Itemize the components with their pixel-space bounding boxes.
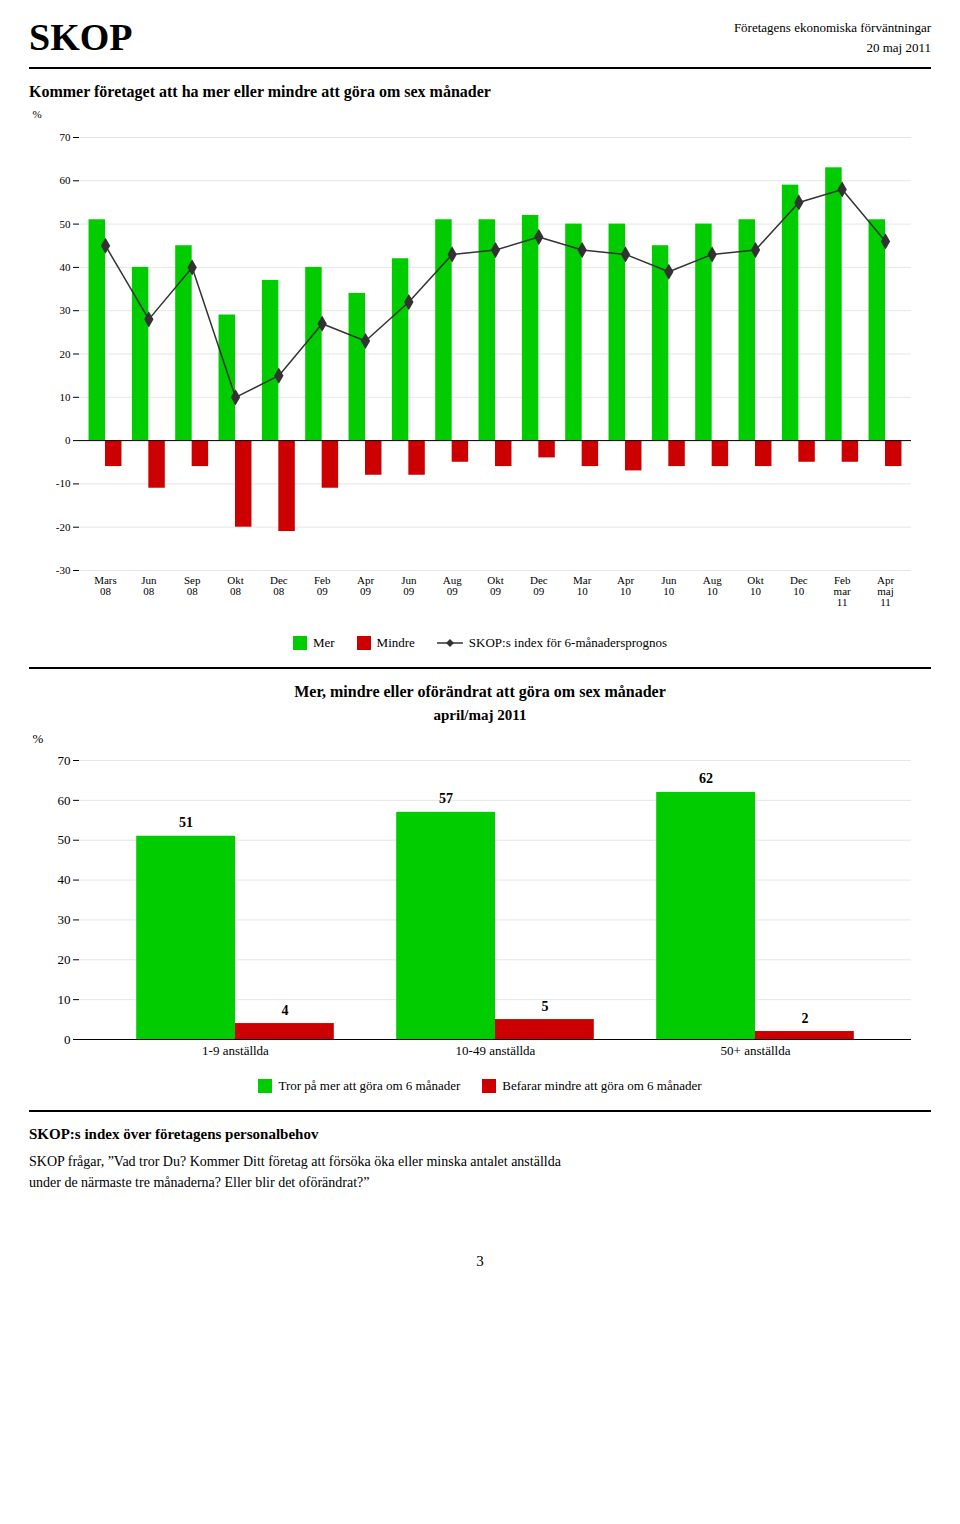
svg-text:70: 70 [58,753,71,768]
svg-text:70: 70 [60,131,72,143]
html-text:Kommer företaget att ha mer el: Kommer företaget att ha mer eller mindre… [29,83,491,100]
svg-text:20: 20 [60,348,72,360]
svg-text:10: 10 [58,992,71,1007]
html-text:SKOP: SKOP [29,16,133,58]
svg-text:-10: -10 [56,477,71,489]
svg-text:50: 50 [58,832,71,847]
svg-text:Okt09: Okt09 [487,574,504,597]
svg-text:50: 50 [60,218,72,230]
svg-text:30: 30 [60,304,72,316]
svg-text:2: 2 [801,1011,808,1026]
svg-text:Jun09: Jun09 [401,574,417,597]
html-text:Mindre: Mindre [376,635,415,650]
svg-text:1-9 anställda: 1-9 anställda [202,1043,269,1058]
svg-text:40: 40 [58,872,71,887]
svg-text:60: 60 [60,174,72,186]
html-text:SKOP frågar, ”Vad tror Du? Kom: SKOP frågar, ”Vad tror Du? Kommer Ditt f… [29,1154,561,1169]
html-text:under de närmaste tre månadern: under de närmaste tre månaderna? Eller b… [29,1175,370,1190]
svg-text:%: % [33,731,44,746]
html-text:Företagens ekonomiska förväntn: Företagens ekonomiska förväntningar [733,20,931,35]
svg-text:Dec10: Dec10 [790,574,808,597]
svg-text:-30: -30 [56,564,71,576]
html-text:SKOP:s index över företagens p: SKOP:s index över företagens personalbeh… [29,1126,319,1142]
svg-text:Okt10: Okt10 [747,574,764,597]
html-text:Befarar mindre att göra om 6 m: Befarar mindre att göra om 6 månader [502,1078,702,1093]
svg-text:Apr10: Apr10 [617,574,634,597]
svg-text:10: 10 [60,391,72,403]
svg-text:62: 62 [699,771,713,786]
svg-text:10-49 anställda: 10-49 anställda [456,1043,536,1058]
svg-text:0: 0 [64,1032,71,1047]
svg-text:Aprmaj11: Aprmaj11 [877,574,894,608]
svg-text:Dec09: Dec09 [530,574,548,597]
html-text:Mer, mindre eller oförändrat a: Mer, mindre eller oförändrat att göra om… [294,683,666,700]
svg-text:30: 30 [58,912,71,927]
svg-text:Jun10: Jun10 [661,574,677,597]
svg-text:4: 4 [281,1003,288,1018]
html-text:Tror på mer att göra om 6 måna: Tror på mer att göra om 6 månader [278,1078,461,1093]
svg-text:50+ anställda: 50+ anställda [721,1043,791,1058]
svg-text:Dec08: Dec08 [270,574,288,597]
svg-text:5: 5 [541,999,548,1014]
svg-text:Mars08: Mars08 [94,574,117,597]
svg-text:Mar10: Mar10 [573,574,592,597]
svg-text:20: 20 [58,952,71,967]
svg-text:Jun08: Jun08 [141,574,157,597]
svg-text:%: % [33,108,42,120]
svg-text:60: 60 [58,793,71,808]
svg-text:57: 57 [439,791,453,806]
svg-text:Apr09: Apr09 [357,574,374,597]
html-text:Mer: Mer [312,635,335,650]
svg-text:Sep08: Sep08 [184,574,201,597]
svg-text:Aug10: Aug10 [703,574,722,597]
html-text:april/maj 2011: april/maj 2011 [433,707,527,723]
svg-text:Okt08: Okt08 [227,574,244,597]
html-text:20 maj 2011: 20 maj 2011 [866,39,931,55]
svg-text:0: 0 [65,434,71,446]
html-text:SKOP:s index för 6-månaderspro: SKOP:s index för 6-månadersprognos [468,635,668,650]
svg-text:51: 51 [179,815,193,830]
svg-text:Febmar11: Febmar11 [834,574,851,608]
html-text:3: 3 [476,1253,484,1269]
svg-text:-20: -20 [56,521,71,533]
svg-text:Feb09: Feb09 [314,574,331,597]
svg-text:40: 40 [60,261,72,273]
svg-text:Aug09: Aug09 [443,574,462,597]
